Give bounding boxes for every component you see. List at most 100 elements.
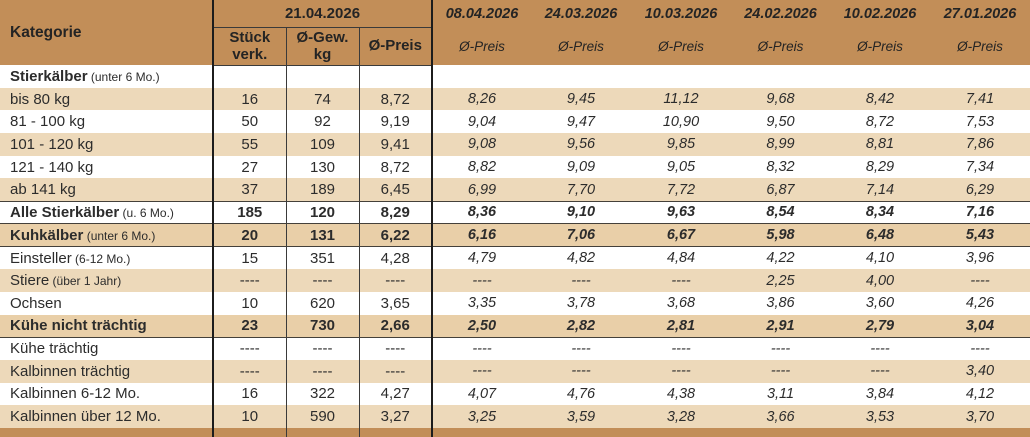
column-header-history-3: 10.03.2026 Ø-Preis: [631, 0, 732, 65]
table-row: Stierkälber (unter 6 Mo.): [0, 65, 1030, 88]
preis-cell: [358, 65, 433, 88]
column-header-preis: Ø-Preis: [358, 27, 433, 66]
footer-cell: [531, 428, 632, 437]
history-price-cell: 3,84: [830, 382, 931, 406]
history-price-label: Ø-Preis: [459, 38, 505, 54]
stueck-cell: 16: [212, 382, 286, 406]
column-header-history-2: 24.03.2026 Ø-Preis: [531, 0, 632, 65]
history-price-cell: 6,99: [431, 178, 532, 202]
category-cell: Ochsen: [0, 291, 213, 315]
history-price-cell: 8,32: [731, 155, 831, 179]
history-price-cell: 7,72: [631, 178, 732, 202]
category-cell: bis 80 kg: [0, 87, 213, 111]
history-price-cell: 2,79: [830, 314, 931, 338]
category-cell: 101 - 120 kg: [0, 133, 213, 156]
gewicht-cell: 109: [285, 133, 359, 156]
history-price-cell: 8,26: [431, 87, 532, 111]
stueck-cell: ----: [212, 359, 286, 383]
category-cell: Einsteller (6-12 Mo.): [0, 246, 213, 270]
stueck-cell: 16: [212, 87, 286, 111]
gewicht-cell: 74: [285, 87, 359, 111]
history-price-label: Ø-Preis: [757, 38, 804, 54]
history-price-cell: 4,22: [731, 246, 831, 270]
history-price-cell: 9,45: [531, 87, 632, 111]
history-price-cell: 9,68: [731, 87, 831, 111]
gewicht-cell: 322: [285, 382, 359, 406]
header-row-dates: Kategorie 21.04.2026 08.04.2026 Ø-Preis …: [0, 0, 1030, 65]
table-row: Kuhkälber (unter 6 Mo.) 20 131 6,22 6,16 7,06…: [0, 223, 1030, 247]
history-price-cell: 6,29: [930, 178, 1030, 202]
history-price-cell: [531, 65, 632, 88]
stueck-cell: 55: [212, 133, 286, 156]
preis-cell: ----: [358, 359, 433, 383]
history-price-cell: 3,78: [531, 291, 632, 315]
table-row: Kalbinnen 6-12 Mo. 16 322 4,27 4,07 4,76 4,38 3…: [0, 382, 1030, 406]
history-price-cell: ----: [431, 269, 532, 292]
footer-cell: [731, 428, 831, 437]
history-price-cell: ----: [930, 269, 1030, 292]
history-price-cell: ----: [830, 337, 931, 360]
history-price-cell: 10,90: [631, 110, 732, 134]
history-price-cell: 2,50: [431, 314, 532, 338]
footer-cell: [830, 428, 931, 437]
column-header-current-date: 21.04.2026: [211, 0, 433, 28]
history-price-cell: 9,63: [631, 200, 732, 225]
history-date: 08.04.2026: [445, 5, 519, 22]
history-price-cell: 8,42: [830, 87, 931, 111]
history-price-cell: 6,48: [830, 223, 931, 247]
column-header-stueck-verk: Stück verk.: [212, 27, 286, 66]
gewicht-cell: [285, 65, 359, 88]
history-price-cell: 4,79: [431, 246, 532, 270]
history-price-cell: 6,67: [631, 223, 732, 247]
gewicht-cell: ----: [285, 269, 359, 292]
category-cell: Stierkälber (unter 6 Mo.): [0, 65, 213, 88]
history-price-cell: 3,70: [930, 405, 1030, 428]
history-price-cell: 4,38: [631, 382, 732, 406]
preis-cell: 2,66: [358, 314, 433, 338]
history-price-cell: [731, 65, 831, 88]
preis-cell: 8,72: [358, 155, 433, 179]
history-price-cell: 7,86: [930, 133, 1030, 156]
table-row: Kühe trächtig ---- ---- ---- ---- ---- ---- ---…: [0, 337, 1030, 360]
history-date: 10.02.2026: [843, 5, 917, 22]
gewicht-cell: 92: [285, 110, 359, 134]
history-price-cell: ----: [731, 337, 831, 360]
history-date: 24.02.2026: [744, 5, 817, 22]
table-row: Kalbinnen über 12 Mo. 10 590 3,27 3,25 3,59 3,…: [0, 405, 1030, 428]
history-price-cell: ----: [631, 269, 732, 292]
history-price-cell: [631, 65, 732, 88]
footer-bar: [0, 428, 1030, 437]
preis-cell: ----: [358, 337, 433, 360]
history-price-cell: ----: [631, 337, 732, 360]
history-price-cell: 3,28: [631, 405, 732, 428]
table-row: 121 - 140 kg 27 130 8,72 8,82 9,09 9,05 8,32 8,2…: [0, 155, 1030, 179]
history-price-cell: 4,82: [531, 246, 632, 270]
history-price-cell: [830, 65, 931, 88]
history-price-cell: 2,25: [731, 269, 831, 292]
gewicht-cell: 730: [285, 314, 359, 338]
stueck-cell: 20: [212, 223, 286, 247]
preis-cell: 3,65: [358, 291, 433, 315]
table-body: Stierkälber (unter 6 Mo.) bis 80 kg 16 74 8,…: [0, 65, 1030, 428]
history-price-cell: 9,10: [531, 200, 632, 225]
preis-cell: 9,41: [358, 133, 433, 156]
preis-cell: 4,28: [358, 246, 433, 270]
table-row: ab 141 kg 37 189 6,45 6,99 7,70 7,72 6,87 7,14 6,…: [0, 178, 1030, 202]
history-price-cell: 4,10: [830, 246, 931, 270]
preis-cell: 4,27: [358, 382, 433, 406]
history-price-cell: 4,84: [631, 246, 732, 270]
history-price-cell: 11,12: [631, 87, 732, 111]
history-price-cell: ----: [431, 359, 532, 383]
history-price-cell: ----: [830, 359, 931, 383]
footer-cell: [930, 428, 1030, 437]
history-price-cell: 3,11: [731, 382, 831, 406]
history-price-cell: 9,47: [531, 110, 632, 134]
history-price-cell: 4,07: [431, 382, 532, 406]
history-price-cell: 7,53: [930, 110, 1030, 134]
history-price-cell: 7,41: [930, 87, 1030, 111]
table-row: Stiere (über 1 Jahr) ---- ---- ---- ---- ----…: [0, 269, 1030, 292]
history-price-cell: 8,54: [731, 200, 831, 225]
history-price-cell: 8,34: [830, 200, 931, 225]
history-price-cell: 6,16: [431, 223, 532, 247]
